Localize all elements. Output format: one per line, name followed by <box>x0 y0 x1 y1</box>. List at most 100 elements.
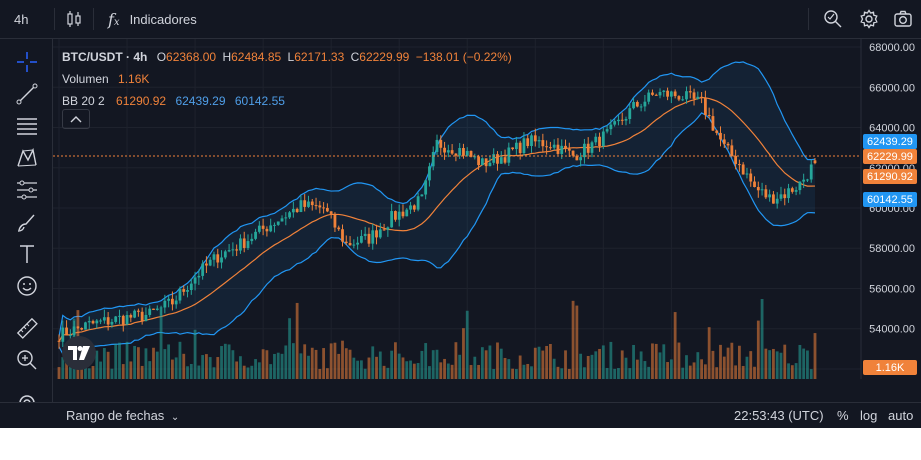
trend-line-icon <box>16 83 38 105</box>
volume-bar <box>367 357 371 379</box>
volume-bar <box>356 360 360 379</box>
candle-body <box>677 96 681 100</box>
bb-basis-line <box>58 96 816 343</box>
fibonacci-tool[interactable] <box>14 177 40 203</box>
candle-body <box>409 205 412 210</box>
quick-search-button[interactable] <box>819 0 847 38</box>
percent-toggle[interactable]: % <box>837 408 849 423</box>
snapshot-button[interactable] <box>889 0 917 38</box>
candle-body <box>609 124 613 130</box>
crosshair-icon <box>17 52 37 72</box>
candle-body <box>745 173 749 175</box>
candle-body <box>99 320 102 322</box>
candle-body <box>669 91 673 97</box>
volume-bar <box>144 348 148 379</box>
fib-icon <box>17 180 37 200</box>
volume-bar <box>601 345 605 379</box>
zoom-tool[interactable] <box>14 347 40 373</box>
volume-bar <box>87 368 91 379</box>
price-badge-label: 62229.99 <box>867 151 913 163</box>
volume-bar <box>416 363 420 379</box>
candle-body <box>575 155 579 161</box>
candle-body <box>174 300 178 305</box>
candle-body <box>613 121 617 125</box>
settings-button[interactable] <box>855 0 883 38</box>
close-label: C <box>350 50 360 64</box>
auto-toggle[interactable]: auto <box>888 408 914 423</box>
candle-body <box>514 142 518 150</box>
volume-bar <box>598 348 601 379</box>
drawing-toolbar <box>0 39 53 428</box>
measure-tool[interactable] <box>14 315 40 341</box>
volume-bar <box>284 345 288 379</box>
volume-bar <box>753 366 756 379</box>
text-tool[interactable] <box>14 241 40 267</box>
volume-bar <box>250 365 254 379</box>
brush-tool[interactable] <box>14 209 40 235</box>
clock-display[interactable]: 22:53:43 (UTC) <box>734 408 824 423</box>
volume-bar <box>643 361 647 379</box>
emoji-tool[interactable] <box>14 273 40 299</box>
symbol-title[interactable]: BTC/USDT · 4h <box>62 50 148 64</box>
price-tick-label: 54000.00 <box>869 324 915 336</box>
volume-bar <box>91 366 95 379</box>
indicators-button[interactable]: fx Indicadores <box>104 0 197 38</box>
candle-body <box>189 283 193 291</box>
candle-body <box>329 211 333 214</box>
volume-bar <box>499 348 503 379</box>
volume-bar <box>809 369 813 379</box>
candle-body <box>696 96 700 99</box>
candle-body <box>624 118 628 121</box>
grid-lines <box>53 39 861 379</box>
date-range-button[interactable]: Rango de fechas ⌄ <box>66 408 179 423</box>
candle-body <box>325 207 329 212</box>
candle-body <box>299 200 303 213</box>
volume-bar <box>394 342 397 379</box>
volume-bar <box>227 344 231 379</box>
volume-bar <box>174 357 178 379</box>
volume-bar <box>273 353 276 379</box>
log-toggle[interactable]: log <box>860 408 878 423</box>
interval-button[interactable]: 4h <box>0 0 34 38</box>
volume-bar <box>700 359 703 379</box>
candle-body <box>431 151 435 167</box>
candle-body <box>76 326 80 328</box>
candle-body <box>802 179 806 182</box>
volume-bar <box>133 345 136 379</box>
candle-body <box>405 209 409 217</box>
legend-collapse-button[interactable] <box>62 109 90 129</box>
price-axis[interactable]: 68000.0066000.0064000.0062000.0060000.00… <box>863 42 917 376</box>
tradingview-logo[interactable] <box>62 336 96 370</box>
candle-body <box>666 90 669 97</box>
candle-body <box>469 150 473 157</box>
candle-body <box>420 194 424 197</box>
volume-bar <box>409 360 412 379</box>
horizontal-lines-tool[interactable] <box>14 113 40 139</box>
candle-body <box>738 164 741 166</box>
volume-bar <box>288 318 291 379</box>
candle-body <box>254 231 257 239</box>
candle-body <box>360 236 363 243</box>
volume-bar <box>231 350 235 379</box>
volume-bar <box>118 342 121 379</box>
candle-body <box>265 228 269 232</box>
candle-body <box>692 92 696 99</box>
price-chart[interactable]: 68000.0066000.0064000.0062000.0060000.00… <box>53 39 921 379</box>
volume-bar <box>446 363 450 379</box>
candle-body <box>87 321 91 323</box>
volume-row[interactable]: Volumen 1.16K <box>62 68 512 90</box>
pattern-tool[interactable] <box>14 145 40 171</box>
bb-basis-value: 61290.92 <box>116 94 167 108</box>
candle-body <box>280 218 284 222</box>
candle-body <box>518 142 522 154</box>
price-badge-label: 61290.92 <box>867 171 913 183</box>
candle-body <box>102 317 106 321</box>
candle-body <box>711 116 715 131</box>
candle-body <box>227 250 231 252</box>
candle-body <box>125 315 129 325</box>
crosshair-tool[interactable] <box>14 49 40 75</box>
bb-row[interactable]: BB 20 2 61290.92 62439.29 60142.55 <box>62 90 512 112</box>
trend-line-tool[interactable] <box>14 81 40 107</box>
candle-body <box>730 145 734 156</box>
chart-type-button[interactable] <box>65 0 83 38</box>
